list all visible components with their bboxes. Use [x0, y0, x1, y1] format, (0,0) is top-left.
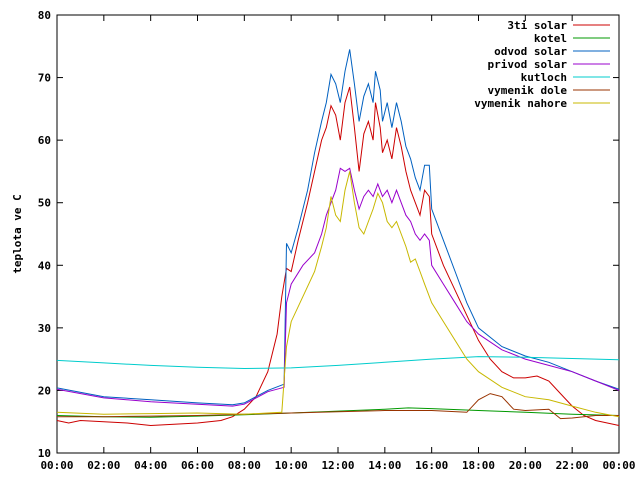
x-tick-label: 18:00	[462, 459, 495, 472]
x-tick-label: 16:00	[415, 459, 448, 472]
legend-label: kotel	[534, 32, 567, 45]
series-line-vymenik-nahore	[56, 171, 620, 418]
legend-label: odvod solar	[494, 45, 567, 58]
x-tick-label: 02:00	[87, 459, 120, 472]
y-tick-label: 40	[38, 259, 51, 272]
y-axis-label: teplota ve C	[11, 194, 24, 273]
x-tick-label: 12:00	[321, 459, 354, 472]
x-tick-label: 00:00	[40, 459, 73, 472]
series-line-privod-solar	[56, 167, 620, 407]
axis-ticks: 00:00 02:00 04:00 06:00 08:00 10:00 12:00 14:00…	[38, 9, 636, 472]
y-tick-label: 60	[38, 134, 51, 147]
x-tick-label: 04:00	[134, 459, 167, 472]
y-tick-label: 10	[38, 447, 51, 460]
legend-label: privod solar	[488, 58, 568, 71]
legend-label: vymenik nahore	[474, 97, 567, 110]
x-tick-label: 22:00	[556, 459, 589, 472]
x-tick-label: 10:00	[275, 459, 308, 472]
y-tick-label: 80	[38, 9, 51, 22]
series-line-kotel	[56, 407, 620, 418]
y-tick-label: 30	[38, 322, 51, 335]
x-tick-label: 14:00	[368, 459, 401, 472]
series-line-vymenik-dole	[57, 393, 619, 420]
x-tick-label: 06:00	[181, 459, 214, 472]
series-line-kutloch	[56, 356, 620, 370]
series-line-3ti-solar	[56, 86, 620, 427]
legend-label: 3ti solar	[507, 19, 567, 32]
series-lines	[56, 49, 620, 427]
x-tick-label: 20:00	[509, 459, 542, 472]
series-line-odvod-solar	[56, 49, 620, 406]
y-tick-label: 20	[38, 384, 51, 397]
legend-label: vymenik dole	[488, 84, 568, 97]
y-tick-label: 50	[38, 197, 51, 210]
x-tick-label: 00:00	[602, 459, 635, 472]
y-tick-label: 70	[38, 72, 51, 85]
x-tick-label: 08:00	[228, 459, 261, 472]
legend-label: kutloch	[521, 71, 567, 84]
